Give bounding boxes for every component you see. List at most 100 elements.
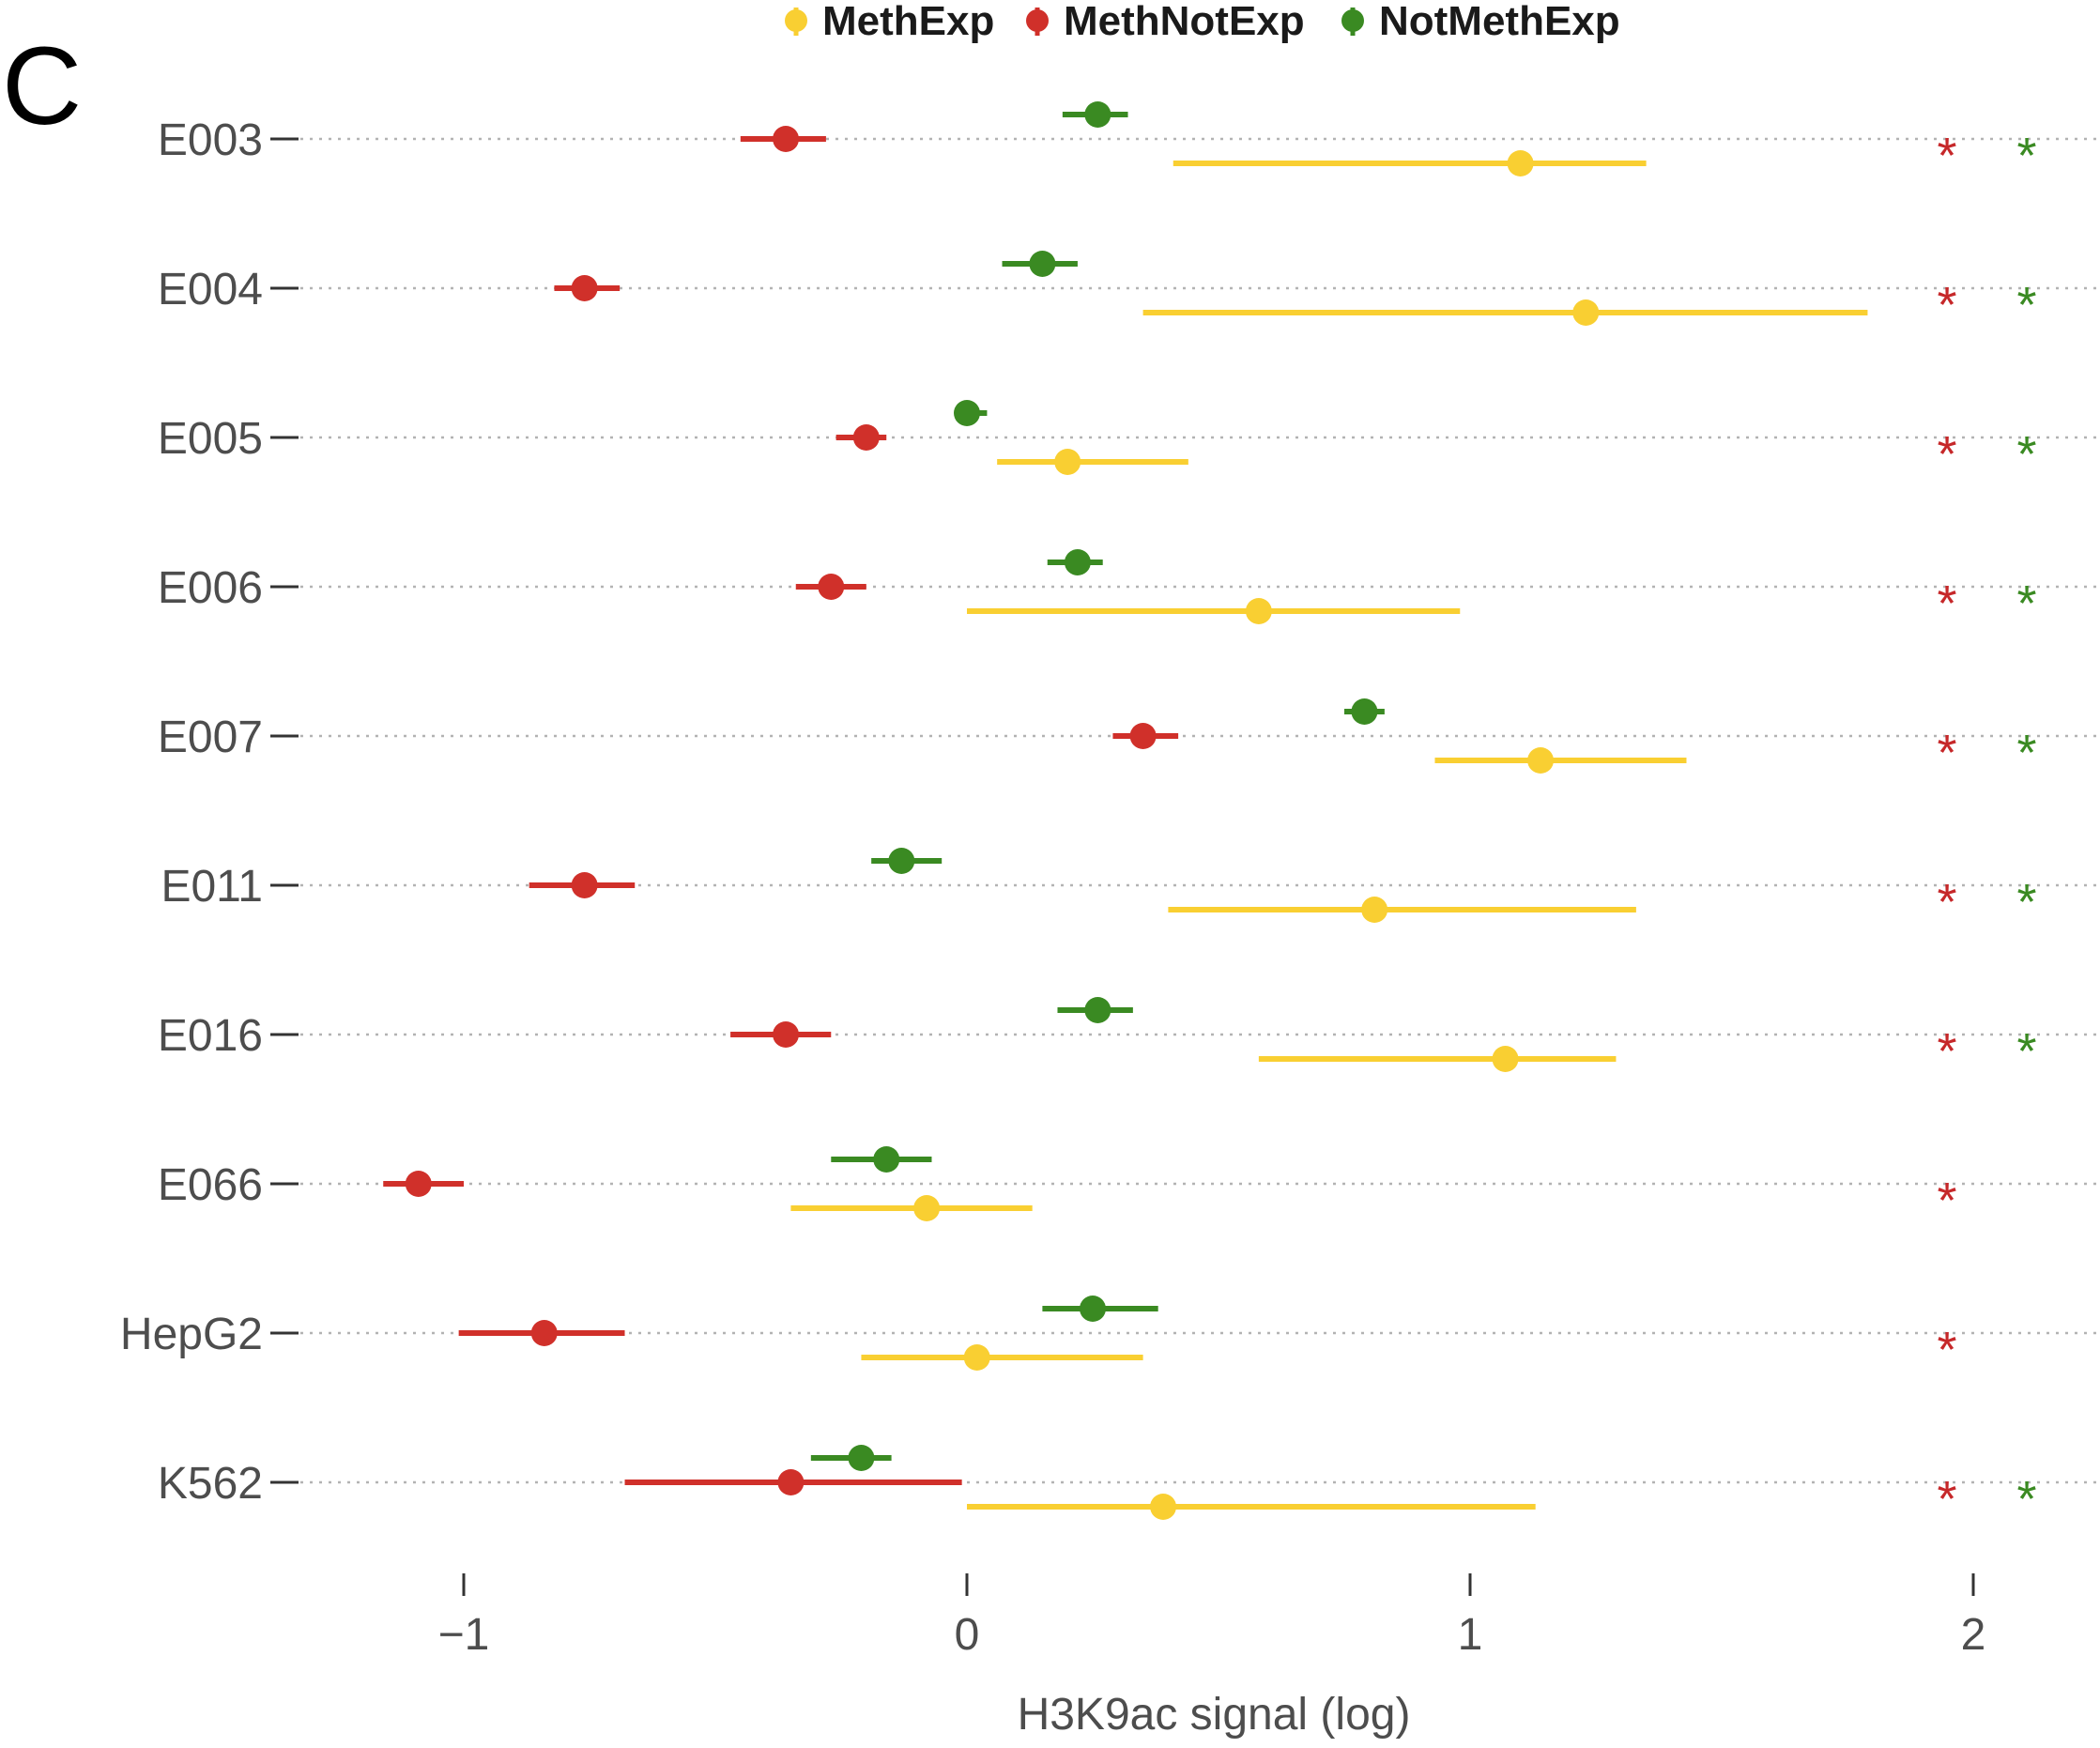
point-methnotexp-e011 — [529, 872, 636, 898]
dot-methnotexp-e007 — [1129, 723, 1157, 749]
point-methexp-e066 — [790, 1195, 1033, 1221]
dot-methnotexp-e011 — [571, 872, 598, 898]
dot-methexp-e003 — [1507, 150, 1534, 176]
star-methnotexp-e011: * — [1937, 874, 1956, 930]
legend-dot-methnotexp — [1026, 9, 1049, 32]
point-methexp-e016 — [1258, 1046, 1617, 1072]
star-notmethexp-e016: * — [2016, 1023, 2036, 1080]
dot-methexp-e005 — [1054, 449, 1081, 475]
point-methnotexp-e005 — [835, 424, 887, 451]
star-methnotexp-e066: * — [1937, 1173, 1956, 1229]
x-tick-label-2: 1 — [1458, 1610, 1483, 1660]
dot-methexp-e016 — [1492, 1046, 1519, 1072]
dot-notmethexp-e066 — [873, 1146, 900, 1173]
y-tick-label-k562: K562 — [158, 1459, 263, 1509]
dot-methnotexp-e004 — [571, 275, 598, 301]
star-methnotexp-k562: * — [1937, 1471, 1956, 1527]
point-methnotexp-e003 — [740, 126, 826, 152]
legend-dot-notmethexp — [1341, 9, 1364, 32]
point-notmethexp-e004 — [1002, 251, 1078, 277]
panel-letter: C — [2, 24, 82, 148]
y-tick-label-e004: E004 — [158, 265, 263, 314]
point-methnotexp-e006 — [795, 574, 866, 600]
y-tick-label-e007: E007 — [158, 713, 263, 762]
x-axis: −1 0 1 2 — [438, 1573, 1986, 1660]
point-methnotexp-e066 — [383, 1171, 464, 1197]
star-notmethexp-e011: * — [2016, 874, 2036, 930]
dot-methexp-e007 — [1527, 747, 1555, 774]
dot-methexp-e011 — [1361, 897, 1388, 923]
x-tick-label-3: 2 — [1961, 1610, 1986, 1660]
dot-methexp-e006 — [1245, 598, 1272, 624]
point-notmethexp-e011 — [871, 848, 943, 874]
point-methexp-e003 — [1173, 150, 1647, 176]
dot-notmethexp-e004 — [1029, 251, 1056, 277]
y-tick-label-e005: E005 — [158, 414, 263, 464]
y-tick-label-hepg2: HepG2 — [120, 1310, 263, 1359]
star-notmethexp-e003: * — [2016, 128, 2036, 184]
dot-methnotexp-k562 — [777, 1469, 805, 1495]
y-tick-label-e011: E011 — [161, 862, 263, 912]
dot-notmethexp-e005 — [954, 400, 980, 426]
point-methnotexp-hepg2 — [458, 1320, 625, 1346]
star-methnotexp-hepg2: * — [1937, 1322, 1956, 1378]
legend-item-notmethexp: NotMethExp — [1341, 0, 1620, 44]
dot-methnotexp-e006 — [818, 574, 845, 600]
point-methexp-e006 — [967, 598, 1461, 624]
dot-methexp-e004 — [1572, 299, 1600, 326]
star-notmethexp-k562: * — [2016, 1471, 2036, 1527]
point-methexp-k562 — [967, 1494, 1536, 1520]
chart-marks — [383, 101, 1868, 1520]
point-methexp-e011 — [1168, 897, 1636, 923]
star-notmethexp-e007: * — [2016, 725, 2036, 781]
star-methnotexp-e007: * — [1937, 725, 1956, 781]
point-methexp-hepg2 — [861, 1344, 1143, 1371]
point-notmethexp-k562 — [810, 1445, 892, 1471]
legend-label-methexp: MethExp — [822, 0, 994, 44]
star-methnotexp-e006: * — [1937, 575, 1956, 632]
point-methnotexp-e004 — [554, 275, 621, 301]
point-notmethexp-e007 — [1344, 698, 1385, 725]
star-notmethexp-e005: * — [2016, 426, 2036, 483]
dot-methexp-k562 — [1150, 1494, 1177, 1520]
legend-dot-methexp — [785, 9, 807, 32]
dot-methnotexp-e003 — [773, 126, 800, 152]
point-notmethexp-e006 — [1047, 549, 1103, 575]
x-axis-title: H3K9ac signal (log) — [1018, 1690, 1411, 1740]
point-methnotexp-e007 — [1112, 723, 1179, 749]
significance-stars: * * * * * * * * * * * * * * * * * * — [1937, 128, 2036, 1527]
legend-item-methexp: MethExp — [785, 0, 994, 44]
legend-label-methnotexp: MethNotExp — [1064, 0, 1305, 44]
dot-notmethexp-e006 — [1064, 549, 1091, 575]
dot-methnotexp-hepg2 — [530, 1320, 558, 1346]
point-methexp-e007 — [1434, 747, 1687, 774]
star-methnotexp-e016: * — [1937, 1023, 1956, 1080]
dot-methnotexp-e005 — [852, 424, 880, 451]
dot-notmethexp-e003 — [1084, 101, 1111, 128]
star-methnotexp-e003: * — [1937, 128, 1956, 184]
star-notmethexp-e006: * — [2016, 575, 2036, 632]
x-tick-label-0: −1 — [438, 1610, 490, 1660]
point-methexp-e005 — [997, 449, 1188, 475]
dot-notmethexp-hepg2 — [1080, 1296, 1106, 1322]
y-tick-label-e006: E006 — [158, 563, 263, 613]
point-methnotexp-k562 — [624, 1469, 962, 1495]
star-notmethexp-e004: * — [2016, 277, 2036, 333]
y-tick-label-e066: E066 — [158, 1160, 263, 1210]
point-methnotexp-e016 — [730, 1021, 832, 1048]
y-axis: E003 E004 E005 E006 E007 E011 E016 E066 HepG2 K56… — [120, 115, 299, 1509]
dot-methnotexp-e066 — [405, 1171, 432, 1197]
point-notmethexp-e003 — [1062, 101, 1128, 128]
dot-notmethexp-e007 — [1351, 698, 1378, 725]
point-notmethexp-e016 — [1057, 997, 1133, 1023]
x-tick-label-1: 0 — [955, 1610, 980, 1660]
dot-methexp-e066 — [913, 1195, 941, 1221]
gridlines — [300, 137, 2100, 1484]
dot-methnotexp-e016 — [773, 1021, 800, 1048]
point-methexp-e004 — [1142, 299, 1868, 326]
star-methnotexp-e005: * — [1937, 426, 1956, 483]
point-notmethexp-hepg2 — [1042, 1296, 1158, 1322]
dot-notmethexp-k562 — [848, 1445, 875, 1471]
star-methnotexp-e004: * — [1937, 277, 1956, 333]
